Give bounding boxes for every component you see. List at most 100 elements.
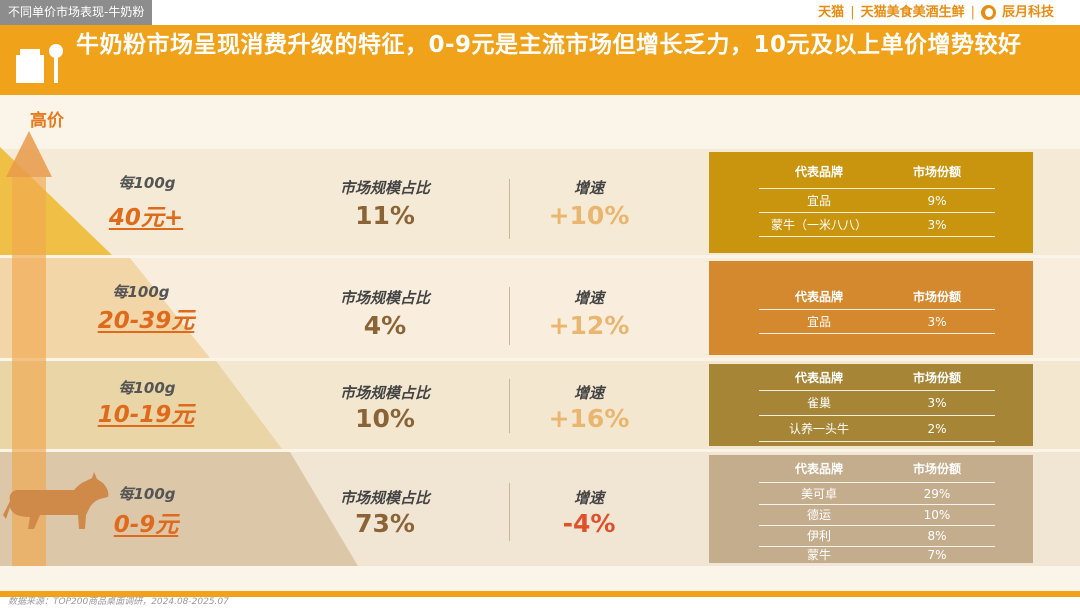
data-source: 数据来源：TOP200商品桌面调研，2024.08-2025.07 — [8, 597, 229, 607]
chenyue-logo-text: 辰月科技 — [1001, 5, 1054, 20]
tier2-unit: 每100g — [112, 283, 170, 301]
share-col-header: 市场份额 — [912, 290, 961, 304]
tier1-brand-table-header: 代表品牌 市场份额 — [759, 162, 995, 182]
brand-name: 宜品 — [806, 194, 831, 208]
brand-name: 宜品 — [806, 315, 831, 329]
brand-share: 7% — [927, 548, 947, 562]
table-row: 伊利 8% — [759, 526, 995, 546]
brand-share: 3% — [927, 315, 947, 329]
brand-name: 蒙牛（一米八八） — [770, 218, 867, 232]
tier2-brand-box: 代表品牌 市场份额 宜品 3% — [709, 261, 1033, 355]
tier2-growth-label: 增速 — [573, 289, 604, 307]
brand-share: 10% — [923, 508, 951, 522]
tier3-price: 10-19元 — [97, 402, 195, 428]
brand-col-header: 代表品牌 — [794, 462, 843, 476]
table-divider — [759, 390, 995, 391]
brand-separator: | — [850, 5, 855, 20]
tier4-share-label: 市场规模占比 — [339, 489, 430, 507]
tier1-brand-box: 代表品牌 市场份额 宜品 9% 蒙牛（一米八八） 3% — [709, 152, 1033, 253]
tier1-divider — [509, 179, 510, 239]
tier4-divider — [509, 483, 510, 541]
tier3-growth: +16% — [548, 404, 630, 433]
tier4-brand-box: 代表品牌 市场份额 美可卓 29% 德运 10% 伊利 8% 蒙牛 7% — [709, 455, 1033, 563]
tier2-price: 20-39元 — [97, 308, 195, 334]
tier2-divider — [509, 287, 510, 345]
tier4-share: 73% — [355, 509, 415, 538]
brand-share: 8% — [927, 529, 947, 543]
brand-name: 德运 — [806, 508, 831, 522]
table-divider — [759, 546, 995, 547]
table-divider — [759, 415, 995, 416]
table-row: 宜品 3% — [759, 312, 995, 332]
share-col-header: 市场份额 — [912, 462, 961, 476]
tier3-brand-box: 代表品牌 市场份额 雀巢 3% 认养一头牛 2% — [709, 364, 1033, 446]
tier1-unit: 每100g — [118, 174, 176, 192]
table-divider — [759, 333, 995, 334]
brand-col-header: 代表品牌 — [794, 165, 843, 179]
brand-name: 美可卓 — [800, 487, 837, 501]
brand-name: 雀巢 — [806, 396, 831, 410]
table-row: 雀巢 3% — [759, 393, 995, 413]
tier4-growth-label: 增速 — [573, 489, 604, 507]
brand-share: 3% — [927, 396, 947, 410]
price-pyramid — [0, 131, 358, 566]
table-divider — [759, 504, 995, 505]
brand-col-header: 代表品牌 — [794, 290, 843, 304]
brand-col-header: 代表品牌 — [794, 371, 843, 385]
brand-name: 蒙牛 — [806, 548, 831, 562]
tier3-share: 10% — [355, 404, 415, 433]
tier4-brand-table-header: 代表品牌 市场份额 — [759, 459, 995, 479]
tier3-unit: 每100g — [118, 379, 176, 397]
brand-logos: 天猫 | 天猫美食美酒生鲜 | 辰月科技 — [818, 2, 1054, 23]
tier3-brand-table-header: 代表品牌 市场份额 — [759, 368, 995, 388]
tier2-share-label: 市场规模占比 — [339, 289, 430, 307]
table-row: 德运 10% — [759, 505, 995, 525]
tier2-share: 4% — [363, 311, 407, 340]
tmall-logo: 天猫 — [818, 5, 845, 20]
chenyue-logo-icon — [980, 5, 996, 20]
tier2-growth: +12% — [548, 311, 630, 340]
table-divider — [759, 482, 995, 483]
tier1-price: 40元+ — [108, 205, 184, 231]
brand-share: 3% — [927, 218, 947, 232]
tier4-growth: -4% — [562, 509, 616, 538]
slide-header: 牛奶粉市场呈现消费升级的特征，0-9元是主流市场但增长乏力，10元及以上单价增势… — [0, 25, 1080, 95]
tier2-brand-table-header: 代表品牌 市场份额 — [759, 287, 995, 307]
brand-share: 2% — [927, 422, 947, 436]
tier1-share-label: 市场规模占比 — [339, 179, 430, 197]
table-row: 蒙牛 7% — [759, 545, 995, 565]
top-bar: 不同单价市场表现-牛奶粉 天猫 | 天猫美食美酒生鲜 | 辰月科技 — [0, 0, 1080, 25]
brand-share: 29% — [923, 487, 951, 501]
table-row: 宜品 9% — [759, 191, 995, 211]
table-row: 蒙牛（一米八八） 3% — [759, 215, 995, 235]
tmall-food-logo: 天猫美食美酒生鲜 — [860, 5, 965, 20]
tier4-unit: 每100g — [118, 485, 176, 503]
table-row: 美可卓 29% — [759, 484, 995, 504]
footer-bar — [0, 591, 1080, 597]
table-divider — [759, 188, 995, 189]
high-price-label: 高价 — [30, 111, 64, 131]
tier3-share-label: 市场规模占比 — [339, 384, 430, 402]
share-col-header: 市场份额 — [912, 165, 961, 179]
table-divider — [759, 525, 995, 526]
table-divider — [759, 236, 995, 237]
brand-separator: | — [970, 5, 975, 20]
table-divider — [759, 441, 995, 442]
tier-content: 高价 每100g 40元+ 市场规模占比 11% 增速 +10% 代表品牌 市场… — [0, 95, 1080, 591]
milk-powder-icon — [16, 44, 63, 83]
table-divider — [759, 309, 995, 310]
brand-name: 伊利 — [806, 529, 831, 543]
brand-name: 认养一头牛 — [788, 422, 849, 436]
tier4-price: 0-9元 — [113, 512, 179, 538]
page-title: 牛奶粉市场呈现消费升级的特征，0-9元是主流市场但增长乏力，10元及以上单价增势… — [76, 32, 1022, 58]
cow-icon — [3, 472, 109, 529]
tier1-growth: +10% — [548, 201, 630, 230]
tier3-growth-label: 增速 — [573, 384, 604, 402]
brand-share: 9% — [927, 194, 947, 208]
tier1-share: 11% — [355, 201, 415, 230]
tier1-growth-label: 增速 — [573, 179, 604, 197]
table-row: 认养一头牛 2% — [759, 419, 995, 439]
tier3-divider — [509, 379, 510, 433]
table-divider — [759, 212, 995, 213]
section-tag: 不同单价市场表现-牛奶粉 — [0, 0, 153, 25]
